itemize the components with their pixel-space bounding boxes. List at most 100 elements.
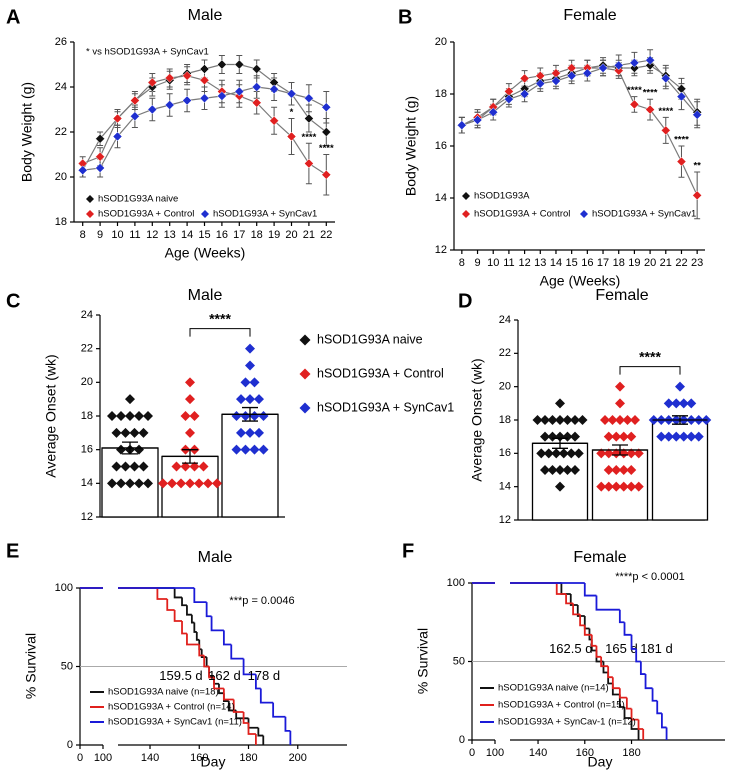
data-point: [245, 343, 255, 354]
median-label: 178 d: [248, 668, 281, 683]
survival-step: [630, 634, 637, 650]
data-point: [176, 478, 186, 489]
legend-marker: [462, 210, 470, 218]
marker: [199, 75, 210, 86]
marker: [95, 151, 105, 162]
legend-marker: [299, 402, 311, 414]
survival-step: [583, 625, 592, 636]
data-point: [615, 415, 625, 425]
x-tick-label: 100: [94, 752, 112, 764]
y-axis-title: % Survival: [415, 628, 431, 694]
data-point: [189, 461, 200, 472]
significance-label: **: [693, 161, 701, 172]
data-point: [203, 478, 213, 489]
y-tick-label: 18: [499, 414, 511, 426]
survival-step: [576, 604, 585, 617]
data-point: [212, 478, 222, 489]
survival-step: [186, 605, 192, 616]
marker: [629, 57, 640, 68]
legend-marker: [580, 210, 588, 218]
legend-marker: [201, 210, 209, 218]
legend-label: hSOD1G93A naive: [98, 194, 178, 205]
marker: [234, 59, 245, 70]
marker: [251, 97, 262, 108]
data-point: [596, 481, 607, 492]
x-tick-label: 0: [469, 747, 475, 759]
marker: [692, 109, 703, 120]
data-point: [540, 431, 550, 442]
error-bar: [532, 437, 588, 449]
data-point: [618, 431, 629, 442]
y-axis-title: % Survival: [23, 633, 39, 699]
survival-step: [607, 666, 613, 679]
data-point: [678, 398, 689, 409]
survival-step: [572, 603, 581, 616]
survival-step: [198, 644, 205, 657]
panel-letter: A: [6, 6, 20, 28]
marker: [147, 104, 158, 115]
survival-step: [247, 718, 259, 729]
data-point: [116, 444, 126, 455]
x-tick-label: 9: [97, 229, 103, 241]
data-point: [134, 444, 144, 455]
marker: [676, 91, 687, 102]
data-point: [158, 478, 168, 489]
data-point: [129, 461, 140, 472]
data-point: [240, 411, 251, 421]
error-bar: [162, 449, 218, 464]
legend-label: hSOD1G93A + SynCav1: [592, 209, 696, 220]
marker: [234, 86, 245, 97]
marker: [321, 169, 332, 180]
marker: [304, 113, 314, 124]
data-point: [111, 427, 122, 438]
y-tick-label: 24: [55, 81, 67, 93]
data-point: [180, 411, 191, 421]
legend-label: hSOD1G93A naive (n=14): [498, 683, 609, 694]
data-point: [693, 431, 704, 442]
data-point: [254, 427, 264, 438]
data-point: [236, 427, 246, 438]
survival-step: [257, 727, 264, 737]
survival-step: [272, 702, 286, 718]
data-point: [143, 478, 153, 489]
x-tick-label: 16: [216, 229, 228, 241]
survival-step: [600, 656, 609, 668]
data-point: [663, 431, 674, 442]
survival-step: [181, 597, 187, 607]
data-point: [573, 448, 584, 459]
y-tick-label: 18: [435, 88, 447, 100]
data-point: [185, 478, 195, 489]
x-tick-label: 18: [613, 257, 625, 269]
data-point: [536, 448, 547, 459]
marker: [269, 84, 279, 95]
marker: [269, 115, 279, 126]
survival-step: [618, 688, 627, 699]
data-point: [555, 398, 565, 409]
y-axis-title: Average Onset (wk): [469, 358, 485, 481]
marker: [199, 93, 210, 104]
y-tick-label: 16: [499, 447, 511, 459]
survival-step: [254, 674, 261, 690]
x-tick-label: 15: [198, 229, 210, 241]
error-bar: [222, 406, 278, 422]
data-point: [603, 431, 614, 442]
y-tick-label: 22: [81, 343, 93, 355]
marker: [217, 91, 227, 101]
x-tick-label: 11: [129, 229, 140, 241]
marker: [251, 82, 262, 92]
data-point: [626, 481, 637, 492]
significance-label: ****: [302, 132, 317, 143]
marker: [613, 65, 624, 76]
legend-marker: [299, 368, 311, 380]
data-point: [618, 481, 629, 492]
x-tick-label: 13: [534, 257, 546, 269]
marker: [660, 73, 671, 84]
survival-step: [173, 588, 183, 599]
survival-step: [247, 723, 256, 735]
survival-step: [230, 644, 244, 660]
x-tick-label: 14: [550, 257, 562, 269]
panel-title: Female: [595, 287, 648, 304]
legend-label: hSOD1G93A + Control: [98, 209, 194, 220]
survival-step: [661, 713, 667, 729]
